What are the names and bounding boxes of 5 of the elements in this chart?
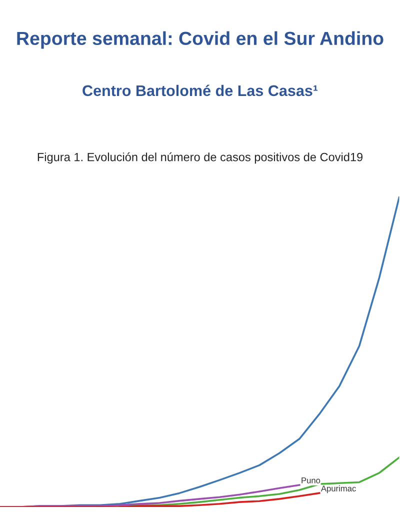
- series-label: Puno: [302, 478, 320, 484]
- chart-subtitle: Centro Bartolomé de Las Casas¹: [82, 84, 318, 96]
- text: Figura 1. Evolución del número de casos positivos de Covid19: [38, 152, 363, 164]
- chart-title: Reporte semanal: Covid en el Sur Andino: [17, 31, 384, 49]
- series-label: Apurimac: [320, 485, 356, 494]
